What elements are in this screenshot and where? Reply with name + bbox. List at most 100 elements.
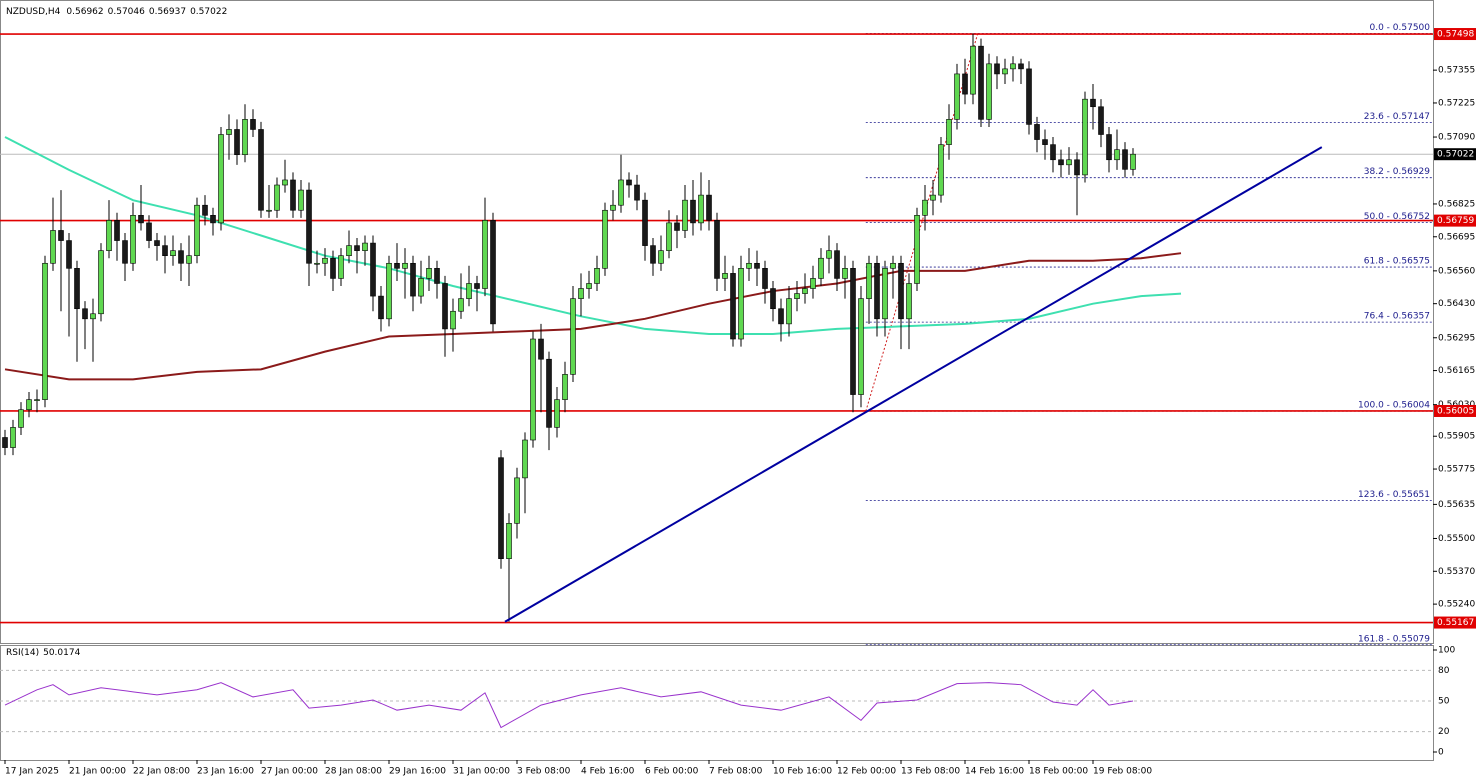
candle-body [778, 308, 784, 325]
candle-body [1130, 153, 1136, 170]
fib-label: 76.4 - 0.56357 [1364, 312, 1430, 322]
rsi-tick-label: 0 [1438, 748, 1444, 758]
candle-body [98, 250, 104, 315]
candle-body [1026, 68, 1032, 125]
candle-body [418, 278, 424, 297]
x-tick-label: 29 Jan 16:00 [389, 767, 446, 777]
candle-body [986, 63, 992, 120]
candle-body [874, 262, 880, 320]
candle-body [474, 283, 480, 289]
candle-body [714, 220, 720, 279]
candle-body [698, 194, 704, 224]
candle-body [754, 262, 760, 269]
price-marker-label: 0.57022 [1437, 150, 1474, 160]
y-tick-label: 0.55240 [1438, 600, 1475, 610]
x-tick-label: 14 Feb 16:00 [965, 767, 1024, 777]
fib-label: 123.6 - 0.55651 [1358, 490, 1430, 500]
x-tick-label: 31 Jan 00:00 [453, 767, 510, 777]
price-marker [1434, 148, 1476, 161]
y-tick-label: 0.56560 [1438, 266, 1475, 276]
rsi-line [4, 682, 1134, 729]
candle-body [298, 189, 304, 211]
candle-body [842, 268, 848, 279]
candle-body [634, 184, 640, 201]
y-tick-label: 0.55905 [1438, 432, 1475, 442]
candle-body [546, 358, 552, 428]
candle-body [202, 204, 208, 216]
y-tick-label: 0.57355 [1438, 66, 1475, 76]
candle-body [642, 199, 648, 246]
candle-body [602, 209, 608, 269]
candle-body [370, 242, 376, 297]
x-tick-label: 18 Feb 00:00 [1029, 767, 1088, 777]
rsi-value: 50.0174 [43, 648, 80, 658]
fib-label: 100.0 - 0.56004 [1358, 401, 1430, 411]
moving-average [4, 252, 1182, 381]
x-tick-label: 4 Feb 16:00 [581, 767, 635, 777]
high: 0.57046 [108, 7, 145, 17]
y-tick-label: 0.56695 [1438, 232, 1475, 242]
candle-body [1106, 134, 1112, 161]
candle-body [234, 129, 240, 156]
candle-body [10, 427, 16, 448]
y-tick-label: 0.55500 [1438, 534, 1475, 544]
candle-body [930, 194, 936, 201]
candle-body [306, 189, 312, 264]
candle-body [898, 262, 904, 320]
candle-body [722, 273, 728, 279]
candle-body [738, 268, 744, 340]
candle-body [1010, 63, 1016, 70]
candle-body [450, 310, 456, 330]
candle-body [194, 204, 200, 257]
candle-body [394, 262, 400, 269]
candle-body [890, 262, 896, 269]
candle-body [106, 220, 112, 251]
candle-body [442, 283, 448, 330]
candle-body [1082, 98, 1088, 176]
candle-body [514, 477, 520, 524]
candle-body [946, 119, 952, 145]
candle-body [1074, 159, 1080, 176]
candle-body [226, 129, 232, 135]
x-tick-label: 10 Feb 16:00 [773, 767, 832, 777]
candle-body [218, 134, 224, 224]
candle-body [458, 298, 464, 312]
candle-body [146, 222, 152, 241]
candle-body [1050, 144, 1056, 161]
candle-body [666, 222, 672, 251]
candle-body [74, 268, 80, 310]
x-tick-label: 3 Feb 08:00 [517, 767, 571, 777]
candle-body [594, 268, 600, 284]
candle-body [210, 215, 216, 224]
x-tick-label: 6 Feb 00:00 [645, 767, 699, 777]
close: 0.57022 [190, 7, 227, 17]
candle-body [114, 220, 120, 241]
candle-body [178, 250, 184, 264]
candle-body [954, 73, 960, 120]
price-marker-label: 0.55167 [1437, 618, 1474, 628]
candle-body [386, 262, 392, 320]
candle-body [914, 215, 920, 284]
x-tick-label: 12 Feb 00:00 [837, 767, 896, 777]
y-tick-label: 0.55775 [1438, 465, 1475, 475]
candle-body [50, 230, 56, 264]
rsi-header: RSI(14) 50.0174 [6, 648, 81, 658]
candle-body [578, 288, 584, 299]
candle-body [506, 523, 512, 559]
candle-body [354, 245, 360, 251]
y-tick-label: 0.55635 [1438, 500, 1475, 510]
candle-body [290, 179, 296, 211]
candle-body [58, 230, 64, 241]
candle-body [1090, 98, 1096, 108]
candle-body [682, 199, 688, 231]
y-tick-label: 0.57225 [1438, 98, 1475, 108]
x-tick-label: 19 Feb 08:00 [1093, 767, 1152, 777]
candle-body [138, 215, 144, 224]
candle-body [690, 199, 696, 224]
rsi-label: RSI(14) [6, 648, 39, 658]
candle-body [1034, 124, 1040, 140]
candle-body [978, 45, 984, 120]
candle-body [466, 283, 472, 299]
candle-body [338, 255, 344, 279]
